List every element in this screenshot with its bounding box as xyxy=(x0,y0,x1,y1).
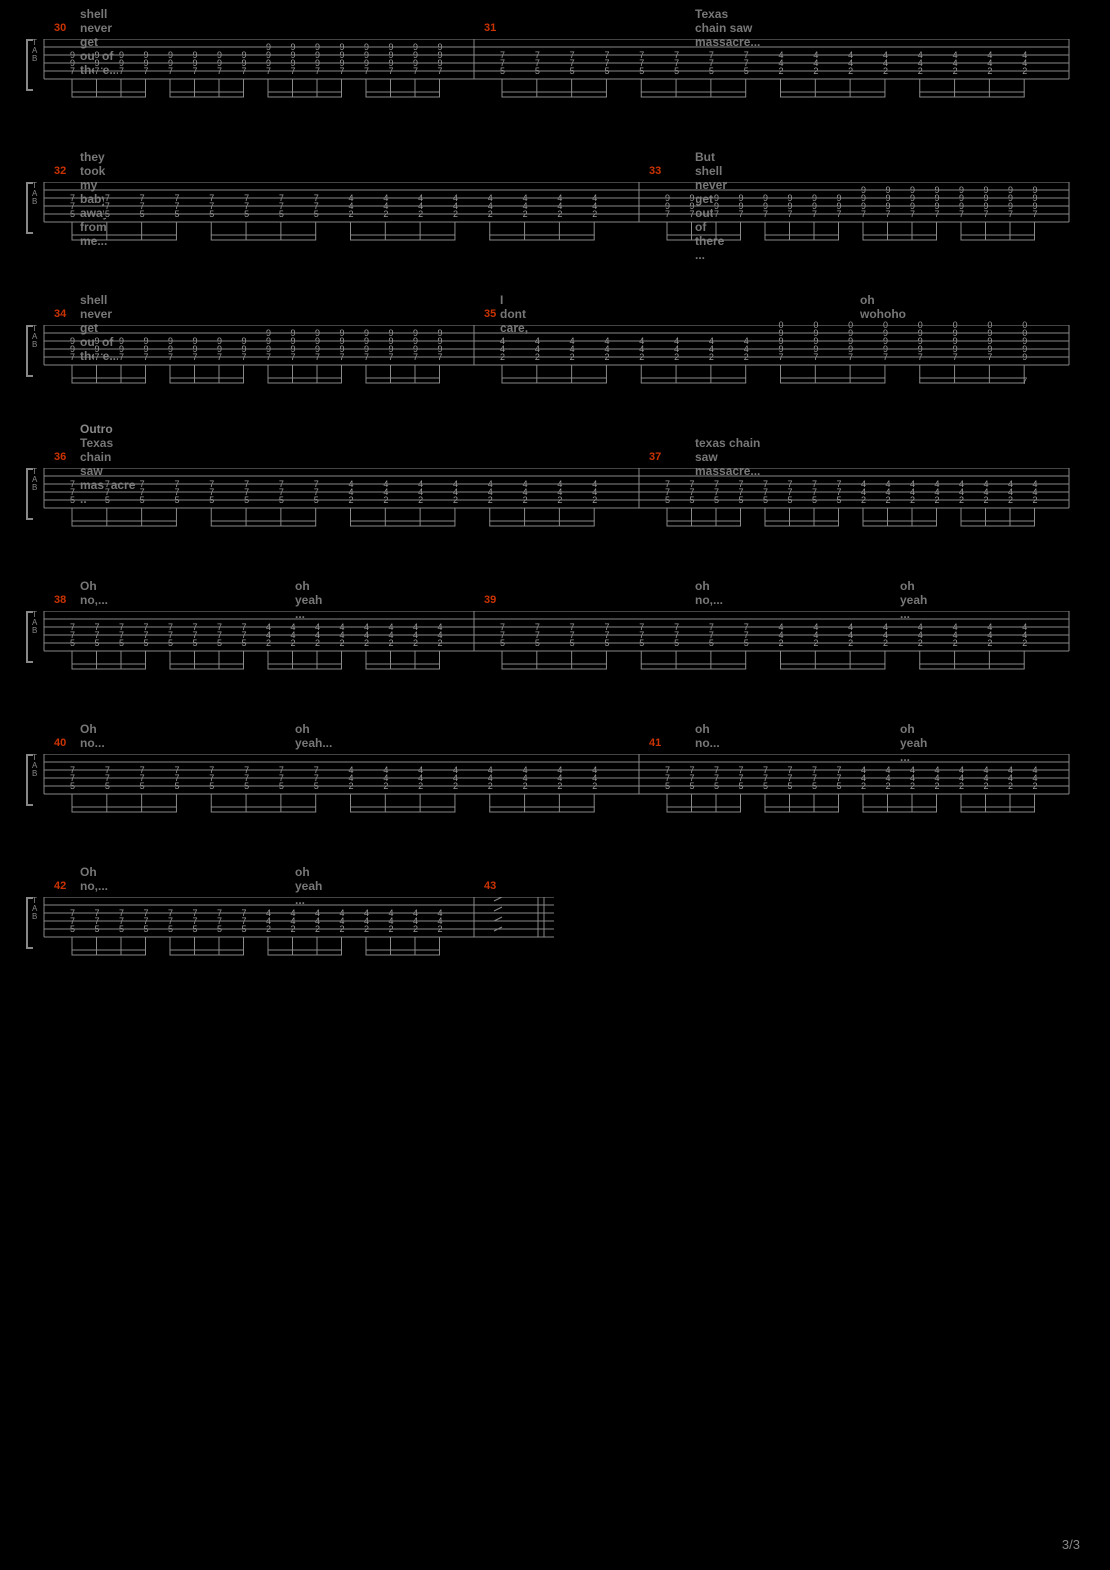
lyric-text: oh no... xyxy=(695,722,720,750)
lyric-text: oh yeah... xyxy=(295,722,332,750)
measure-number: 33 xyxy=(649,165,661,177)
measure-number: 38 xyxy=(54,594,66,606)
measure-number: 39 xyxy=(484,594,496,606)
section-label: Outro xyxy=(80,422,113,436)
staff-svg xyxy=(30,182,1075,272)
staff-svg xyxy=(30,754,1075,844)
measure-number: 32 xyxy=(54,165,66,177)
measure-number: 40 xyxy=(54,737,66,749)
lyric-text: oh no,... xyxy=(695,579,723,607)
staff-svg xyxy=(30,468,1075,558)
lyric-text: Oh no... xyxy=(80,722,105,750)
measure-number: 30 xyxy=(54,22,66,34)
measure-number: 43 xyxy=(484,880,496,892)
measure-number: 42 xyxy=(54,880,66,892)
lyric-text: Oh no,... xyxy=(80,865,108,893)
measure-number: 35 xyxy=(484,308,496,320)
staff-svg xyxy=(30,897,560,987)
lyric-text: oh wohoho xyxy=(860,293,906,321)
measure-number: 34 xyxy=(54,308,66,320)
staff-svg xyxy=(30,39,1075,129)
measure-number: 36 xyxy=(54,451,66,463)
staff-svg xyxy=(30,611,1075,701)
measure-number: 37 xyxy=(649,451,661,463)
page-number: 3/3 xyxy=(1062,1537,1080,1552)
measure-number: 31 xyxy=(484,22,496,34)
measure-number: 41 xyxy=(649,737,661,749)
lyric-text: Oh no,... xyxy=(80,579,108,607)
staff-svg xyxy=(30,325,1075,415)
